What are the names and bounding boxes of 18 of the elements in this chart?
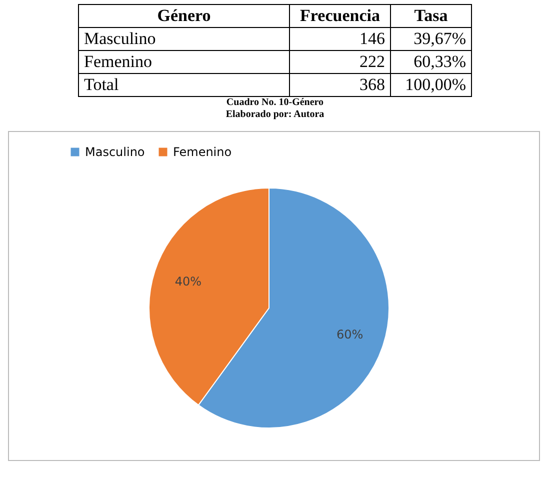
text: 222 bbox=[290, 50, 390, 74]
text: 60,33% bbox=[390, 50, 472, 74]
text: Tasa bbox=[390, 4, 472, 28]
text: 146 bbox=[290, 28, 390, 50]
text: 39,67% bbox=[390, 28, 472, 50]
text: 368 bbox=[290, 74, 390, 96]
text: Femenino bbox=[78, 50, 290, 74]
text: Frecuencia bbox=[290, 4, 390, 28]
text: Elaborado por: Autora bbox=[224, 109, 326, 121]
legend-label: Femenino bbox=[173, 145, 232, 159]
data-label: 60% bbox=[336, 327, 364, 342]
text: Cuadro No. 10-Género bbox=[225, 97, 325, 109]
text: 100,00% bbox=[390, 74, 472, 96]
data-label: 40% bbox=[174, 274, 202, 289]
text: Género bbox=[78, 4, 290, 28]
text: Masculino bbox=[78, 28, 290, 50]
text: Total bbox=[78, 74, 290, 96]
legend-label: Masculino bbox=[85, 145, 145, 159]
